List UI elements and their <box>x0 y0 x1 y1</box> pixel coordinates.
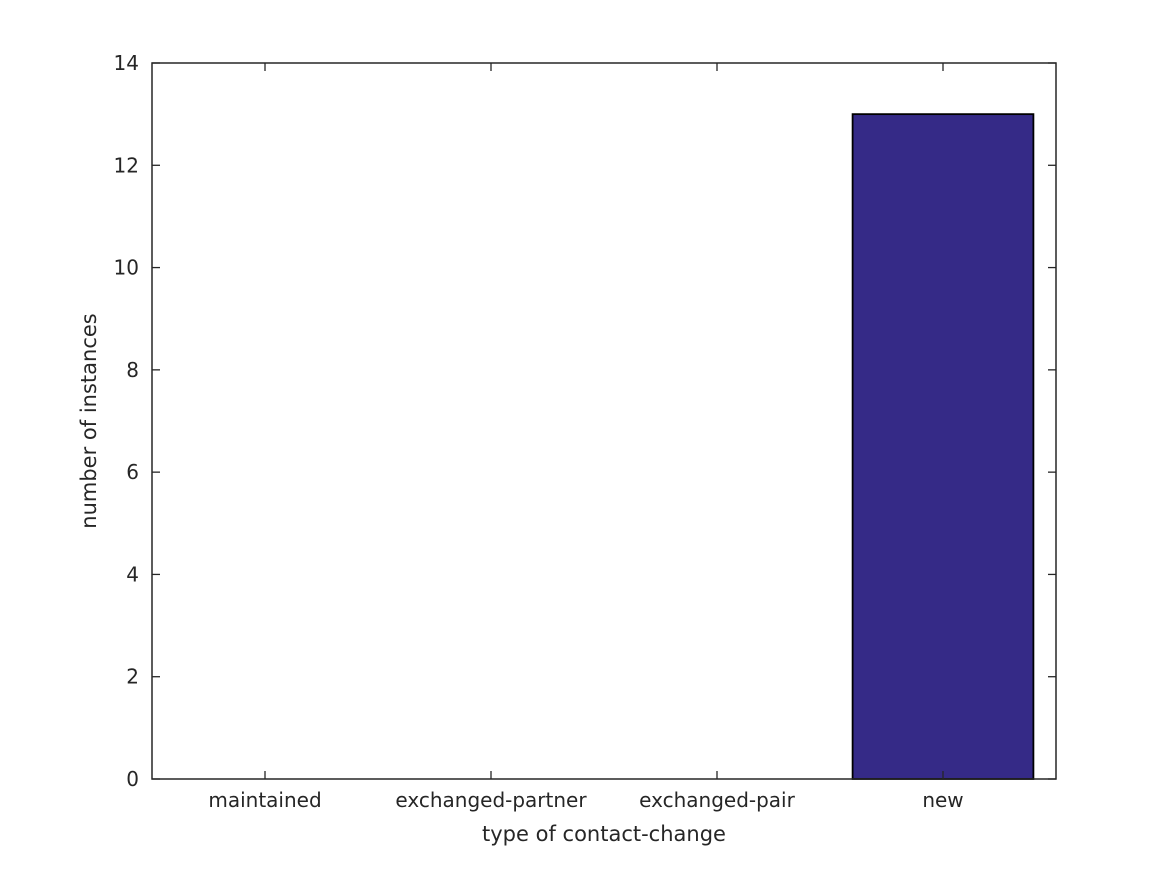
x-axis-label: type of contact-change <box>482 822 726 846</box>
y-tick-label: 0 <box>126 767 139 791</box>
x-tick-label: exchanged-pair <box>639 788 795 812</box>
x-tick-label: exchanged-partner <box>395 788 587 812</box>
y-tick-label: 14 <box>114 51 139 75</box>
axis-box <box>151 62 1057 780</box>
y-tick-label: 4 <box>126 562 139 586</box>
y-tick-label: 10 <box>114 256 139 280</box>
x-tick-label: new <box>922 788 963 812</box>
y-tick-label: 2 <box>126 665 139 689</box>
y-tick-label: 6 <box>126 460 139 484</box>
y-axis-label: number of instances <box>77 313 101 528</box>
bar-new <box>851 113 1035 780</box>
y-tick-label: 8 <box>126 358 139 382</box>
x-tick-label: maintained <box>208 788 321 812</box>
y-tick-label: 12 <box>114 153 139 177</box>
